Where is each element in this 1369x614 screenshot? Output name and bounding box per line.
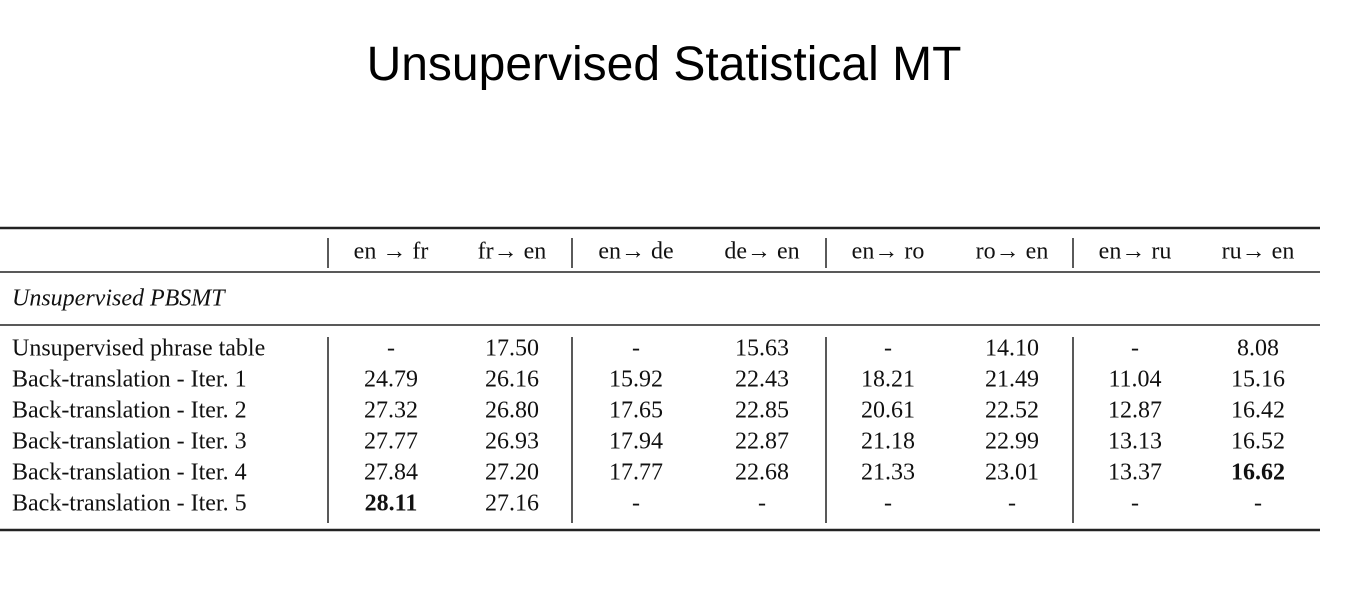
column-header: de→ en (724, 239, 799, 265)
row-label: Unsupervised phrase table (12, 336, 265, 362)
cell: 18.21 (861, 367, 915, 393)
column-header: en→ ro (852, 239, 925, 265)
cell: 28.11 (365, 491, 418, 517)
cell: 16.52 (1231, 429, 1285, 455)
cell: - (884, 336, 892, 362)
column-header: en → fr (354, 239, 429, 265)
row-label: Back-translation - Iter. 2 (12, 398, 247, 424)
cell: 27.20 (485, 460, 539, 486)
cell: 23.01 (985, 460, 1039, 486)
cell: 27.16 (485, 491, 539, 517)
cell: 13.13 (1108, 429, 1162, 455)
cell: 17.65 (609, 398, 663, 424)
cell: 14.10 (985, 336, 1039, 362)
cell: 26.80 (485, 398, 539, 424)
cell: 11.04 (1108, 367, 1161, 393)
cell: - (758, 491, 766, 517)
cell: 27.77 (364, 429, 418, 455)
cell: - (632, 336, 640, 362)
cell: 21.33 (861, 460, 915, 486)
cell: 17.94 (609, 429, 663, 455)
cell: 22.43 (735, 367, 789, 393)
column-header: fr→ en (478, 239, 547, 265)
row-label: Back-translation - Iter. 3 (12, 429, 247, 455)
section-label: Unsupervised PBSMT (12, 286, 226, 312)
cell: 17.50 (485, 336, 539, 362)
cell: - (632, 491, 640, 517)
cell: 22.68 (735, 460, 789, 486)
cell: 22.99 (985, 429, 1039, 455)
column-header: ro→ en (976, 239, 1049, 265)
cell: 16.42 (1231, 398, 1285, 424)
cell: 22.85 (735, 398, 789, 424)
column-header: en→ ru (1099, 239, 1172, 265)
cell: 26.93 (485, 429, 539, 455)
cell: 12.87 (1108, 398, 1162, 424)
cell: 26.16 (485, 367, 539, 393)
cell: 17.77 (609, 460, 663, 486)
cell: 21.18 (861, 429, 915, 455)
column-header: ru→ en (1222, 239, 1295, 265)
cell: - (884, 491, 892, 517)
cell: 15.16 (1231, 367, 1285, 393)
cell: 15.63 (735, 336, 789, 362)
cell: 22.87 (735, 429, 789, 455)
cell: 13.37 (1108, 460, 1162, 486)
cell: - (387, 336, 395, 362)
row-label: Back-translation - Iter. 4 (12, 460, 247, 486)
cell: 27.32 (364, 398, 418, 424)
cell: 16.62 (1231, 460, 1285, 486)
cell: 20.61 (861, 398, 915, 424)
cell: - (1254, 491, 1262, 517)
cell: - (1131, 491, 1139, 517)
row-label: Back-translation - Iter. 5 (12, 491, 247, 517)
slide-title: Unsupervised Statistical MT (367, 38, 962, 91)
column-header: en→ de (598, 239, 673, 265)
cell: 8.08 (1237, 336, 1279, 362)
cell: - (1131, 336, 1139, 362)
cell: 21.49 (985, 367, 1039, 393)
cell: 22.52 (985, 398, 1039, 424)
cell: - (1008, 491, 1016, 517)
cell: 15.92 (609, 367, 663, 393)
cell: 27.84 (364, 460, 418, 486)
cell: 24.79 (364, 367, 418, 393)
row-label: Back-translation - Iter. 1 (12, 367, 247, 393)
